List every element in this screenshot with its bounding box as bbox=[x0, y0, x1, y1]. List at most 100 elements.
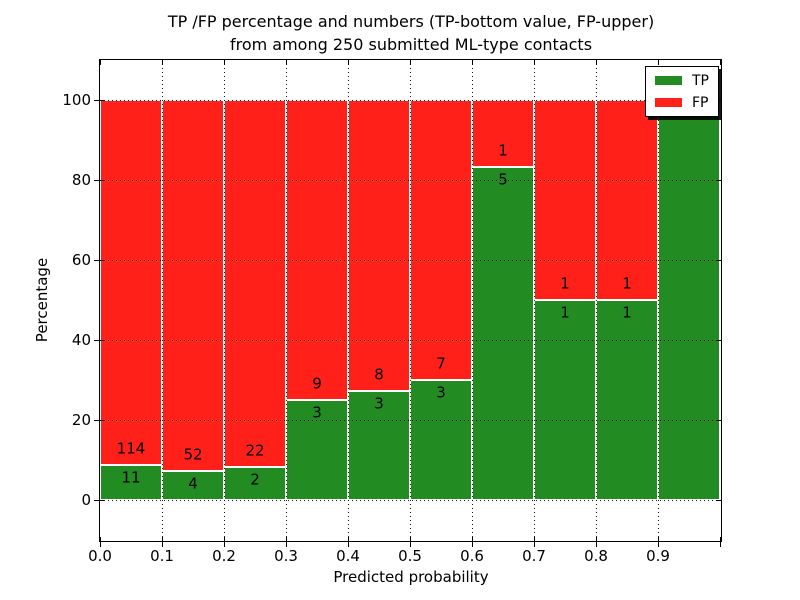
bar-tp-segment bbox=[100, 464, 162, 500]
x-tick-label: 0.2 bbox=[212, 547, 236, 565]
y-tick-label: 0 bbox=[81, 491, 91, 509]
bar-fp-segment bbox=[348, 100, 410, 391]
bar-tp-count: 1 bbox=[560, 303, 570, 322]
legend-tp-swatch bbox=[655, 76, 682, 85]
bar-fp-segment bbox=[410, 100, 472, 380]
x-tick-label: 0.5 bbox=[398, 547, 422, 565]
bar-fp-count: 52 bbox=[183, 445, 203, 464]
legend-fp-swatch bbox=[655, 98, 682, 107]
bar-tp-count: 4 bbox=[188, 474, 198, 493]
bar-tp-count: 3 bbox=[374, 394, 384, 413]
y-tick-mark bbox=[94, 340, 104, 341]
x-tick-mark bbox=[410, 537, 411, 547]
x-tick-mark bbox=[224, 537, 225, 547]
x-tick-mark-top bbox=[596, 60, 597, 65]
vertical-gridline bbox=[658, 60, 659, 541]
x-tick-mark bbox=[162, 537, 163, 547]
vertical-gridline bbox=[286, 60, 287, 541]
y-tick-label: 80 bbox=[71, 171, 91, 189]
bar-tp-count: 1 bbox=[622, 303, 632, 322]
bar-fp-count: 1 bbox=[498, 141, 508, 160]
x-tick-mark-top bbox=[534, 60, 535, 65]
x-tick-label: 0.6 bbox=[460, 547, 484, 565]
chart-title-line1: TP /FP percentage and numbers (TP-bottom… bbox=[167, 12, 655, 31]
x-tick-label: 0.1 bbox=[150, 547, 174, 565]
y-tick-label: 40 bbox=[71, 331, 91, 349]
x-tick-label: 0.8 bbox=[584, 547, 608, 565]
y-tick-mark bbox=[94, 500, 104, 501]
x-tick-mark-top bbox=[348, 60, 349, 65]
y-tick-mark-right bbox=[716, 340, 721, 341]
y-tick-mark-right bbox=[716, 420, 721, 421]
legend-tp-label: TP bbox=[692, 72, 709, 89]
horizontal-gridline bbox=[100, 340, 721, 341]
bar-fp-count: 1 bbox=[560, 274, 570, 293]
legend: TP FP bbox=[645, 66, 719, 117]
bar-fp-segment bbox=[286, 100, 348, 400]
x-tick-mark-top bbox=[658, 60, 659, 65]
legend-fp-label: FP bbox=[692, 94, 709, 111]
x-tick-label: 0.7 bbox=[522, 547, 546, 565]
x-tick-mark bbox=[348, 537, 349, 547]
x-tick-mark bbox=[720, 537, 721, 547]
x-tick-mark-top bbox=[472, 60, 473, 65]
x-tick-mark bbox=[472, 537, 473, 547]
x-tick-mark-top bbox=[286, 60, 287, 65]
bar-tp-segment bbox=[534, 300, 596, 500]
bar-tp-count: 11 bbox=[121, 468, 141, 487]
y-tick-mark-right bbox=[716, 500, 721, 501]
chart-title-line2: from among 250 submitted ML-type contact… bbox=[229, 35, 593, 54]
bar-tp-segment bbox=[472, 166, 534, 500]
y-tick-mark-right bbox=[716, 260, 721, 261]
bar-tp-count: 3 bbox=[436, 383, 446, 402]
y-axis-label: Percentage bbox=[33, 257, 51, 343]
x-tick-label: 0.9 bbox=[646, 547, 670, 565]
y-tick-label: 20 bbox=[71, 411, 91, 429]
y-tick-mark-right bbox=[716, 180, 721, 181]
bar-tp-segment bbox=[596, 300, 658, 500]
x-tick-mark bbox=[286, 537, 287, 547]
bar-tp-segment bbox=[162, 471, 224, 500]
vertical-gridline bbox=[534, 60, 535, 541]
x-tick-label: 0.3 bbox=[274, 547, 298, 565]
x-tick-mark bbox=[100, 537, 101, 547]
y-tick-mark bbox=[94, 260, 104, 261]
bar-tp-segment bbox=[410, 380, 472, 500]
y-tick-mark bbox=[94, 180, 104, 181]
x-tick-mark-top bbox=[162, 60, 163, 65]
bar-fp-segment bbox=[534, 100, 596, 300]
chart-title: TP /FP percentage and numbers (TP-bottom… bbox=[100, 10, 722, 56]
horizontal-gridline bbox=[100, 100, 721, 101]
horizontal-gridline bbox=[100, 180, 721, 181]
bar-tp-count: 5 bbox=[498, 170, 508, 189]
y-tick-label: 60 bbox=[71, 251, 91, 269]
x-tick-label: 0.4 bbox=[336, 547, 360, 565]
vertical-gridline bbox=[472, 60, 473, 541]
x-tick-mark-top bbox=[410, 60, 411, 65]
legend-item-tp: TP bbox=[655, 71, 709, 90]
vertical-gridline bbox=[410, 60, 411, 541]
bar-fp-count: 114 bbox=[116, 439, 146, 458]
bar-tp-count: 3 bbox=[312, 403, 322, 422]
bar-fp-count: 7 bbox=[436, 354, 446, 373]
plot-area: TP FP 1141152422293837315111120.00.10.20… bbox=[62, 59, 722, 565]
vertical-gridline bbox=[596, 60, 597, 541]
x-tick-mark-top bbox=[720, 60, 721, 65]
x-tick-mark bbox=[658, 537, 659, 547]
x-axis-label: Predicted probability bbox=[333, 568, 489, 586]
bar-fp-segment bbox=[100, 100, 162, 465]
vertical-gridline bbox=[348, 60, 349, 541]
bar-fp-segment bbox=[596, 100, 658, 300]
x-tick-mark-top bbox=[224, 60, 225, 65]
vertical-gridline bbox=[162, 60, 163, 541]
bar-fp-segment bbox=[224, 100, 286, 467]
bar-tp-count: 2 bbox=[250, 470, 260, 489]
horizontal-gridline bbox=[100, 500, 721, 501]
x-tick-label: 0.0 bbox=[88, 547, 112, 565]
legend-item-fp: FP bbox=[655, 93, 709, 112]
y-tick-label: 100 bbox=[62, 91, 91, 109]
horizontal-gridline bbox=[100, 260, 721, 261]
x-tick-mark-top bbox=[100, 60, 101, 65]
bar-fp-segment bbox=[162, 100, 224, 472]
